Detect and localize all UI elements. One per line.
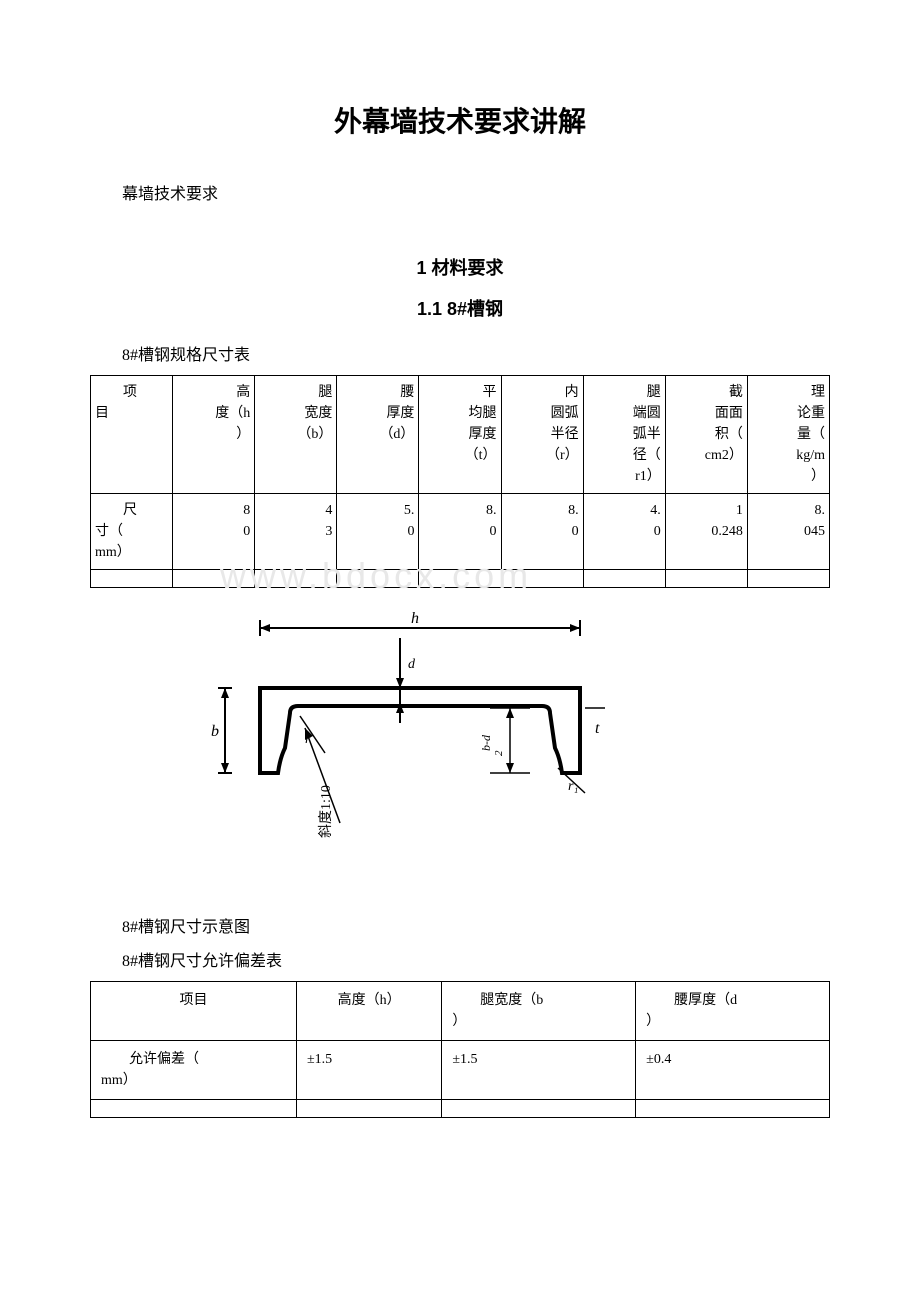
label-h: h: [411, 610, 419, 627]
table-header-row: 项目 高度（h） 腿宽度（b） 腰厚度（d） 平均腿厚度（t） 内圆弧半径（r）…: [91, 376, 830, 494]
table2-header-row: 项目 高度（h） 腿宽度（b） 腰厚度（d）: [91, 982, 830, 1041]
td-v5: 8.0: [501, 494, 583, 570]
page-title: 外幕墙技术要求讲解: [90, 100, 830, 140]
th2-leg: 腿宽度（b）: [442, 982, 636, 1041]
table2-caption: 8#槽钢尺寸允许偏差表: [90, 947, 830, 971]
label-bd: b-d: [479, 734, 493, 751]
th2-item: 项目: [91, 982, 297, 1041]
td-v7: 10.248: [665, 494, 747, 570]
td2-v2: ±1.5: [442, 1041, 636, 1100]
diagram-caption: 8#槽钢尺寸示意图: [90, 913, 830, 937]
th2-height: 高度（h）: [296, 982, 441, 1041]
td-v6: 4.0: [583, 494, 665, 570]
label-slope: 斜度1:10: [318, 785, 334, 838]
th-weight: 理论重量（kg/m）: [747, 376, 829, 494]
th-end-arc: 腿端圆弧半径（r1）: [583, 376, 665, 494]
label-t: t: [595, 720, 600, 737]
th-item: 项目: [91, 376, 173, 494]
td-v2: 43: [255, 494, 337, 570]
table2-data-row: 允许偏差（mm） ±1.5 ±1.5 ±0.4: [91, 1041, 830, 1100]
td2-v3: ±0.4: [636, 1041, 830, 1100]
table-data-row: 尺寸（mm） 80 43 5.0 8.0 8.0 4.0 10.248 8.04…: [91, 494, 830, 570]
th2-waist: 腰厚度（d）: [636, 982, 830, 1041]
td-v3: 5.0: [337, 494, 419, 570]
td2-label: 允许偏差（mm）: [91, 1041, 297, 1100]
spec-table: 项目 高度（h） 腿宽度（b） 腰厚度（d） 平均腿厚度（t） 内圆弧半径（r）…: [90, 375, 830, 588]
label-d: d: [408, 657, 416, 672]
th-waist: 腰厚度（d）: [337, 376, 419, 494]
subsection-heading: 1.1 8#槽钢: [90, 295, 830, 321]
table1-caption: 8#槽钢规格尺寸表: [90, 341, 830, 365]
th-height: 高度（h）: [173, 376, 255, 494]
table-empty-row: [91, 570, 830, 588]
td-v4: 8.0: [419, 494, 501, 570]
td-label: 尺寸（mm）: [91, 494, 173, 570]
td2-v1: ±1.5: [296, 1041, 441, 1100]
th-area: 截面面积（cm2）: [665, 376, 747, 494]
subtitle: 幕墙技术要求: [90, 180, 830, 204]
th-leg-width: 腿宽度（b）: [255, 376, 337, 494]
table2-empty-row: [91, 1100, 830, 1118]
label-2: 2: [493, 750, 505, 756]
tolerance-table: 项目 高度（h） 腿宽度（b） 腰厚度（d） 允许偏差（mm） ±1.5 ±1.…: [90, 981, 830, 1118]
th-avg-leg: 平均腿厚度（t）: [419, 376, 501, 494]
label-r1: r₁: [568, 779, 578, 794]
td-v8: 8.045: [747, 494, 829, 570]
label-b: b: [211, 723, 219, 740]
steel-diagram: h d b r t b-d 2 r₁ 斜度1:10: [190, 608, 830, 903]
section-heading: 1 材料要求: [90, 254, 830, 280]
th-inner-arc: 内圆弧半径（r）: [501, 376, 583, 494]
td-v1: 80: [173, 494, 255, 570]
